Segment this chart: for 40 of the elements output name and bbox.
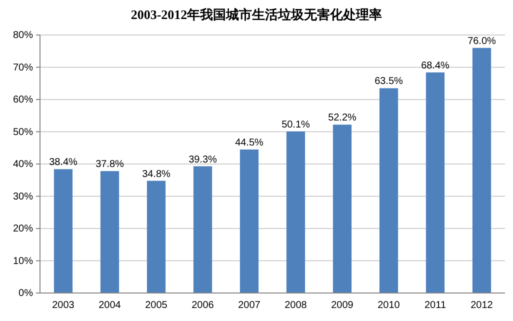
data-label: 34.8% xyxy=(142,168,171,180)
bar xyxy=(472,48,492,293)
x-tick-label: 2004 xyxy=(98,300,122,312)
y-tick-label: 70% xyxy=(12,62,34,74)
x-tick-label: 2010 xyxy=(378,300,400,312)
y-tick-label: 80% xyxy=(12,30,34,42)
bar xyxy=(426,72,445,293)
data-label: 63.5% xyxy=(374,76,404,88)
bar xyxy=(332,124,352,293)
bar xyxy=(286,131,306,293)
x-tick-label: 2006 xyxy=(192,300,214,312)
data-label: 44.5% xyxy=(235,137,264,148)
y-tick-label: 20% xyxy=(12,224,34,235)
bar xyxy=(100,171,120,293)
x-tick-label: 2005 xyxy=(145,300,168,312)
bar xyxy=(54,169,73,293)
data-label: 39.3% xyxy=(188,154,218,166)
bar xyxy=(240,149,259,293)
data-label: 37.8% xyxy=(96,159,124,170)
bar xyxy=(146,180,166,293)
bar xyxy=(193,166,212,293)
x-tick-label: 2003 xyxy=(52,300,75,312)
data-label: 52.2% xyxy=(328,112,357,124)
data-label: 50.1% xyxy=(282,119,310,130)
data-label: 76.0% xyxy=(468,36,496,47)
y-tick-label: 30% xyxy=(12,191,34,202)
y-tick-label: 10% xyxy=(12,256,34,267)
chart-title: 2003-2012年我国城市生活垃圾无害化处理率 xyxy=(130,7,382,22)
data-label: 38.4% xyxy=(49,157,78,168)
x-tick-label: 2009 xyxy=(331,300,354,312)
x-tick-label: 2011 xyxy=(424,300,446,312)
y-tick-label: 40% xyxy=(12,159,34,170)
y-tick-label: 50% xyxy=(12,126,34,138)
x-tick-label: 2012 xyxy=(470,300,494,312)
y-tick-label: 60% xyxy=(12,94,34,106)
data-label: 68.4% xyxy=(421,60,450,72)
y-tick-label: 0% xyxy=(18,288,34,300)
x-tick-label: 2008 xyxy=(284,300,308,312)
x-tick-label: 2007 xyxy=(238,300,261,312)
bar xyxy=(379,88,398,293)
